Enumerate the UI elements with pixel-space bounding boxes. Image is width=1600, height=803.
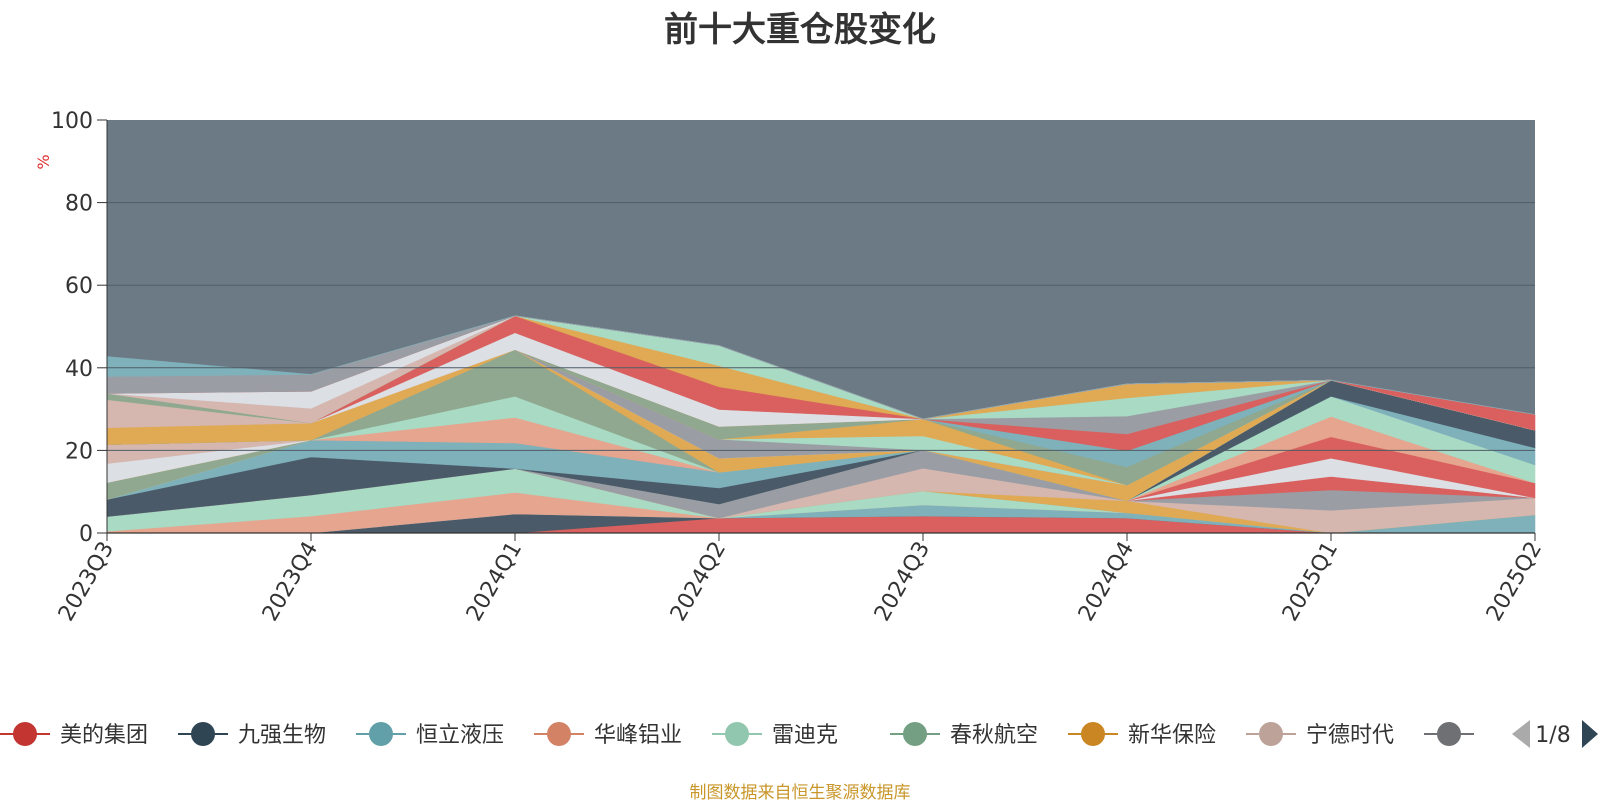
- x-tick-label: 2024Q1: [462, 538, 527, 626]
- legend-marker-icon: [13, 722, 37, 746]
- legend-item[interactable]: 华峰铝业: [534, 722, 682, 748]
- x-tick-label: 2024Q4: [1074, 538, 1139, 626]
- legend-marker-icon: [191, 722, 215, 746]
- legend-item[interactable]: 九强生物: [178, 722, 326, 748]
- legend-label: 宁德时代: [1306, 723, 1394, 748]
- legend-label: 恒立液压: [416, 723, 504, 748]
- legend-label: 春秋航空: [950, 723, 1038, 748]
- legend-label: 华峰铝业: [594, 723, 682, 748]
- chart-title: 前十大重仓股变化: [664, 10, 936, 50]
- x-tick-label: 2023Q4: [258, 538, 323, 626]
- y-tick-label: 0: [79, 522, 93, 547]
- x-tick-label: 2023Q3: [54, 538, 119, 626]
- legend-marker-icon: [1437, 722, 1461, 746]
- legend-marker-icon: [903, 722, 927, 746]
- y-tick-label: 40: [65, 357, 93, 382]
- legend-item[interactable]: 雷迪克: [712, 722, 838, 748]
- x-tick-label: 2024Q2: [666, 538, 731, 626]
- legend-item[interactable]: 伊利: [1424, 722, 1528, 748]
- legend-item[interactable]: 新华保险: [1068, 722, 1216, 748]
- y-tick-label: 60: [65, 274, 93, 299]
- legend-marker-icon: [1259, 722, 1283, 746]
- legend-item[interactable]: 恒立液压: [356, 722, 504, 748]
- legend-label: 九强生物: [238, 723, 326, 748]
- x-tick-label: 2025Q1: [1278, 538, 1343, 626]
- y-tick-label: 80: [65, 192, 93, 217]
- legend-item[interactable]: 美的集团: [0, 722, 148, 748]
- x-tick-label: 2024Q3: [870, 538, 935, 626]
- legend-marker-icon: [369, 722, 393, 746]
- legend-label: 美的集团: [60, 723, 148, 748]
- x-tick-label: 2025Q2: [1482, 538, 1547, 626]
- y-tick-label: 20: [65, 439, 93, 464]
- legend-marker-icon: [547, 722, 571, 746]
- y-axis-label: %: [34, 154, 53, 169]
- legend-prev-page-icon[interactable]: [1512, 720, 1530, 748]
- area-series-45[interactable]: [106, 315, 1536, 420]
- legend-label: 新华保险: [1128, 723, 1216, 748]
- legend-marker-icon: [725, 722, 749, 746]
- legend-marker-icon: [1081, 722, 1105, 746]
- legend-item[interactable]: 春秋航空: [890, 722, 1038, 748]
- legend-page-indicator: 1/8: [1535, 723, 1570, 748]
- legend-item[interactable]: 宁德时代: [1246, 722, 1394, 748]
- y-tick-label: 100: [51, 109, 93, 134]
- source-note: 制图数据来自恒生聚源数据库: [689, 783, 911, 803]
- legend-label: 雷迪克: [772, 723, 838, 748]
- legend-next-page-icon[interactable]: [1582, 720, 1598, 748]
